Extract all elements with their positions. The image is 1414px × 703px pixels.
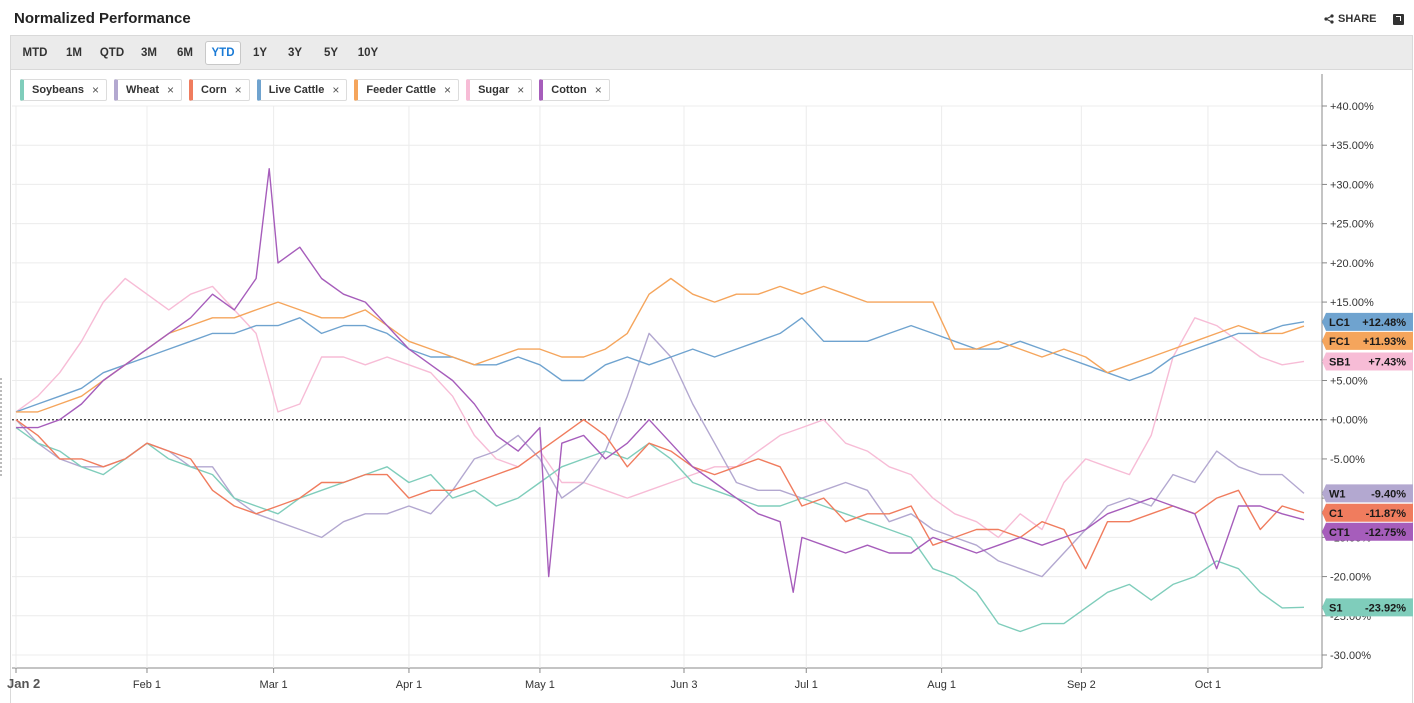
end-tag-value: -11.87% — [1366, 508, 1407, 520]
close-icon[interactable]: × — [166, 83, 174, 97]
x-tick-label: Jun 3 — [671, 679, 698, 691]
series-legend: Soybeans × Wheat × Corn × Live Cattle × Feeder C… — [20, 79, 610, 103]
y-tick-label: +35.00% — [1330, 140, 1374, 152]
legend-label: Cotton — [551, 84, 587, 96]
end-tag-bg — [1322, 598, 1413, 617]
series-line-soybeans[interactable] — [15, 427, 1305, 633]
x-tick-label: Sep 2 — [1067, 679, 1096, 691]
y-tick-label: +40.00% — [1330, 101, 1374, 113]
x-tick-label: Aug 1 — [927, 679, 956, 691]
end-tag-value: -9.40% — [1371, 488, 1406, 500]
end-tag-code: W1 — [1329, 488, 1346, 500]
legend-chip-sugar[interactable]: Sugar × — [466, 79, 533, 101]
panel-title: Normalized Performance — [14, 10, 191, 27]
range-1y[interactable]: 1Y — [252, 47, 268, 59]
end-tag-value: +11.93% — [1363, 336, 1406, 348]
legend-label: Corn — [201, 84, 227, 96]
legend-chip-cotton[interactable]: Cotton × — [539, 79, 610, 101]
legend-label: Live Cattle — [268, 84, 325, 96]
end-tag-bg — [1322, 352, 1413, 371]
close-icon[interactable]: × — [234, 83, 242, 97]
end-tag-bg — [1322, 503, 1413, 522]
range-6m[interactable]: 6M — [177, 47, 193, 59]
y-tick-label: +30.00% — [1330, 179, 1374, 191]
end-tag-value: -23.92% — [1365, 602, 1406, 614]
legend-chip-live-cattle[interactable]: Live Cattle × — [256, 79, 348, 101]
legend-chip-soybeans[interactable]: Soybeans × — [20, 79, 107, 101]
y-tick-label: -5.00% — [1330, 454, 1365, 466]
range-mtd[interactable]: MTD — [22, 47, 48, 59]
panel-header: Normalized Performance SHARE — [0, 0, 1414, 35]
end-tag-bg — [1322, 312, 1413, 331]
end-tag-value: +7.43% — [1368, 356, 1406, 368]
y-tick-label: -20.00% — [1330, 572, 1371, 584]
series-line-cotton[interactable] — [16, 168, 1305, 593]
legend-chip-feeder-cattle[interactable]: Feeder Cattle × — [354, 79, 460, 101]
series-line-corn[interactable] — [15, 419, 1305, 570]
end-tag-code: S1 — [1329, 602, 1342, 614]
legend-label: Feeder Cattle — [366, 84, 437, 96]
legend-label: Soybeans — [32, 84, 84, 96]
end-tag-sb1: SB1 +7.43% — [1322, 352, 1413, 371]
close-icon[interactable]: × — [517, 83, 525, 97]
plot-frame — [10, 70, 1413, 703]
range-5y[interactable]: 5Y — [323, 47, 339, 59]
share-icon — [1324, 14, 1334, 24]
end-tag-lc1: LC1 +12.48% — [1322, 312, 1413, 331]
range-ytd[interactable]: YTD — [205, 41, 241, 65]
range-1m[interactable]: 1M — [66, 47, 82, 59]
legend-chip-corn[interactable]: Corn × — [189, 79, 250, 101]
x-tick-label: Feb 1 — [133, 679, 161, 691]
share-label: SHARE — [1338, 13, 1377, 25]
end-tag-code: FC1 — [1329, 336, 1350, 348]
series-line-sugar[interactable] — [15, 277, 1305, 539]
y-tick-label: +0.00% — [1330, 415, 1368, 427]
expand-icon[interactable] — [1393, 14, 1404, 25]
end-tag-value: -12.75% — [1365, 527, 1406, 539]
x-tick-label: Jan 2 — [7, 676, 40, 691]
y-tick-label: +5.00% — [1330, 376, 1368, 388]
legend-label: Sugar — [478, 84, 510, 96]
end-tag-code: LC1 — [1329, 317, 1350, 329]
end-tag-value: +12.48% — [1362, 317, 1406, 329]
x-tick-label: May 1 — [525, 679, 555, 691]
range-toolbar: MTD 1M QTD 3M 6M YTD 1Y 3Y 5Y 10Y — [10, 35, 1413, 70]
end-tag-bg — [1322, 331, 1413, 350]
end-tag-w1: W1 -9.40% — [1322, 484, 1413, 503]
range-10y[interactable]: 10Y — [357, 47, 379, 59]
legend-label: Wheat — [125, 84, 159, 96]
legend-chip-wheat[interactable]: Wheat × — [113, 79, 182, 101]
y-tick-label: +15.00% — [1330, 297, 1374, 309]
resize-handle[interactable] — [0, 378, 5, 476]
end-tag-code: C1 — [1329, 508, 1343, 520]
y-tick-label: +20.00% — [1330, 258, 1374, 270]
end-tag-ct1: CT1 -12.75% — [1322, 522, 1413, 541]
y-tick-label: -30.00% — [1330, 650, 1371, 662]
x-tick-label: Apr 1 — [396, 679, 422, 691]
range-3y[interactable]: 3Y — [287, 47, 303, 59]
x-tick-label: Jul 1 — [795, 679, 818, 691]
x-tick-label: Mar 1 — [260, 679, 288, 691]
y-tick-label: +25.00% — [1330, 219, 1374, 231]
end-tag-bg — [1322, 522, 1413, 541]
end-tag-code: CT1 — [1329, 527, 1350, 539]
end-tag-s1: S1 -23.92% — [1322, 598, 1413, 617]
range-3m[interactable]: 3M — [141, 47, 157, 59]
end-tag-code: SB1 — [1329, 356, 1350, 368]
range-qtd[interactable]: QTD — [99, 47, 125, 59]
share-button[interactable]: SHARE — [1324, 13, 1377, 25]
close-icon[interactable]: × — [91, 83, 99, 97]
end-tag-c1: C1 -11.87% — [1322, 503, 1413, 522]
close-icon[interactable]: × — [332, 83, 340, 97]
series-line-feeder-cattle[interactable] — [16, 277, 1305, 413]
series-line-live-cattle[interactable] — [15, 317, 1305, 413]
x-tick-label: Oct 1 — [1195, 679, 1221, 691]
close-icon[interactable]: × — [594, 83, 602, 97]
end-tag-bg — [1322, 484, 1413, 503]
end-tag-fc1: FC1 +11.93% — [1322, 331, 1413, 350]
series-line-wheat[interactable] — [15, 332, 1305, 578]
close-icon[interactable]: × — [444, 83, 452, 97]
